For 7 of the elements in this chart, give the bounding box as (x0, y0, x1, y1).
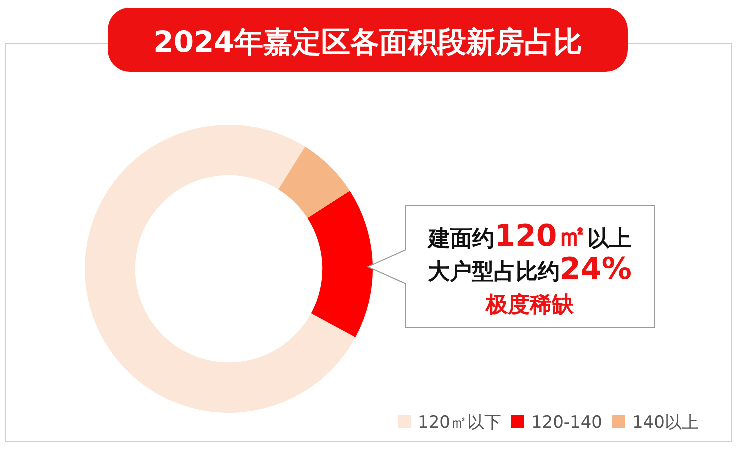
legend-label: 120-140 (531, 413, 602, 433)
legend-label: 120㎡以下 (418, 413, 502, 433)
legend-label: 140以上 (632, 413, 699, 433)
chart-title: 2024年嘉定区各面积段新房占比 (154, 25, 582, 59)
text: 大户型占比约24% (428, 252, 632, 287)
text: 极度稀缺 (485, 292, 575, 318)
text: 建面约120㎡以上 (426, 219, 632, 254)
